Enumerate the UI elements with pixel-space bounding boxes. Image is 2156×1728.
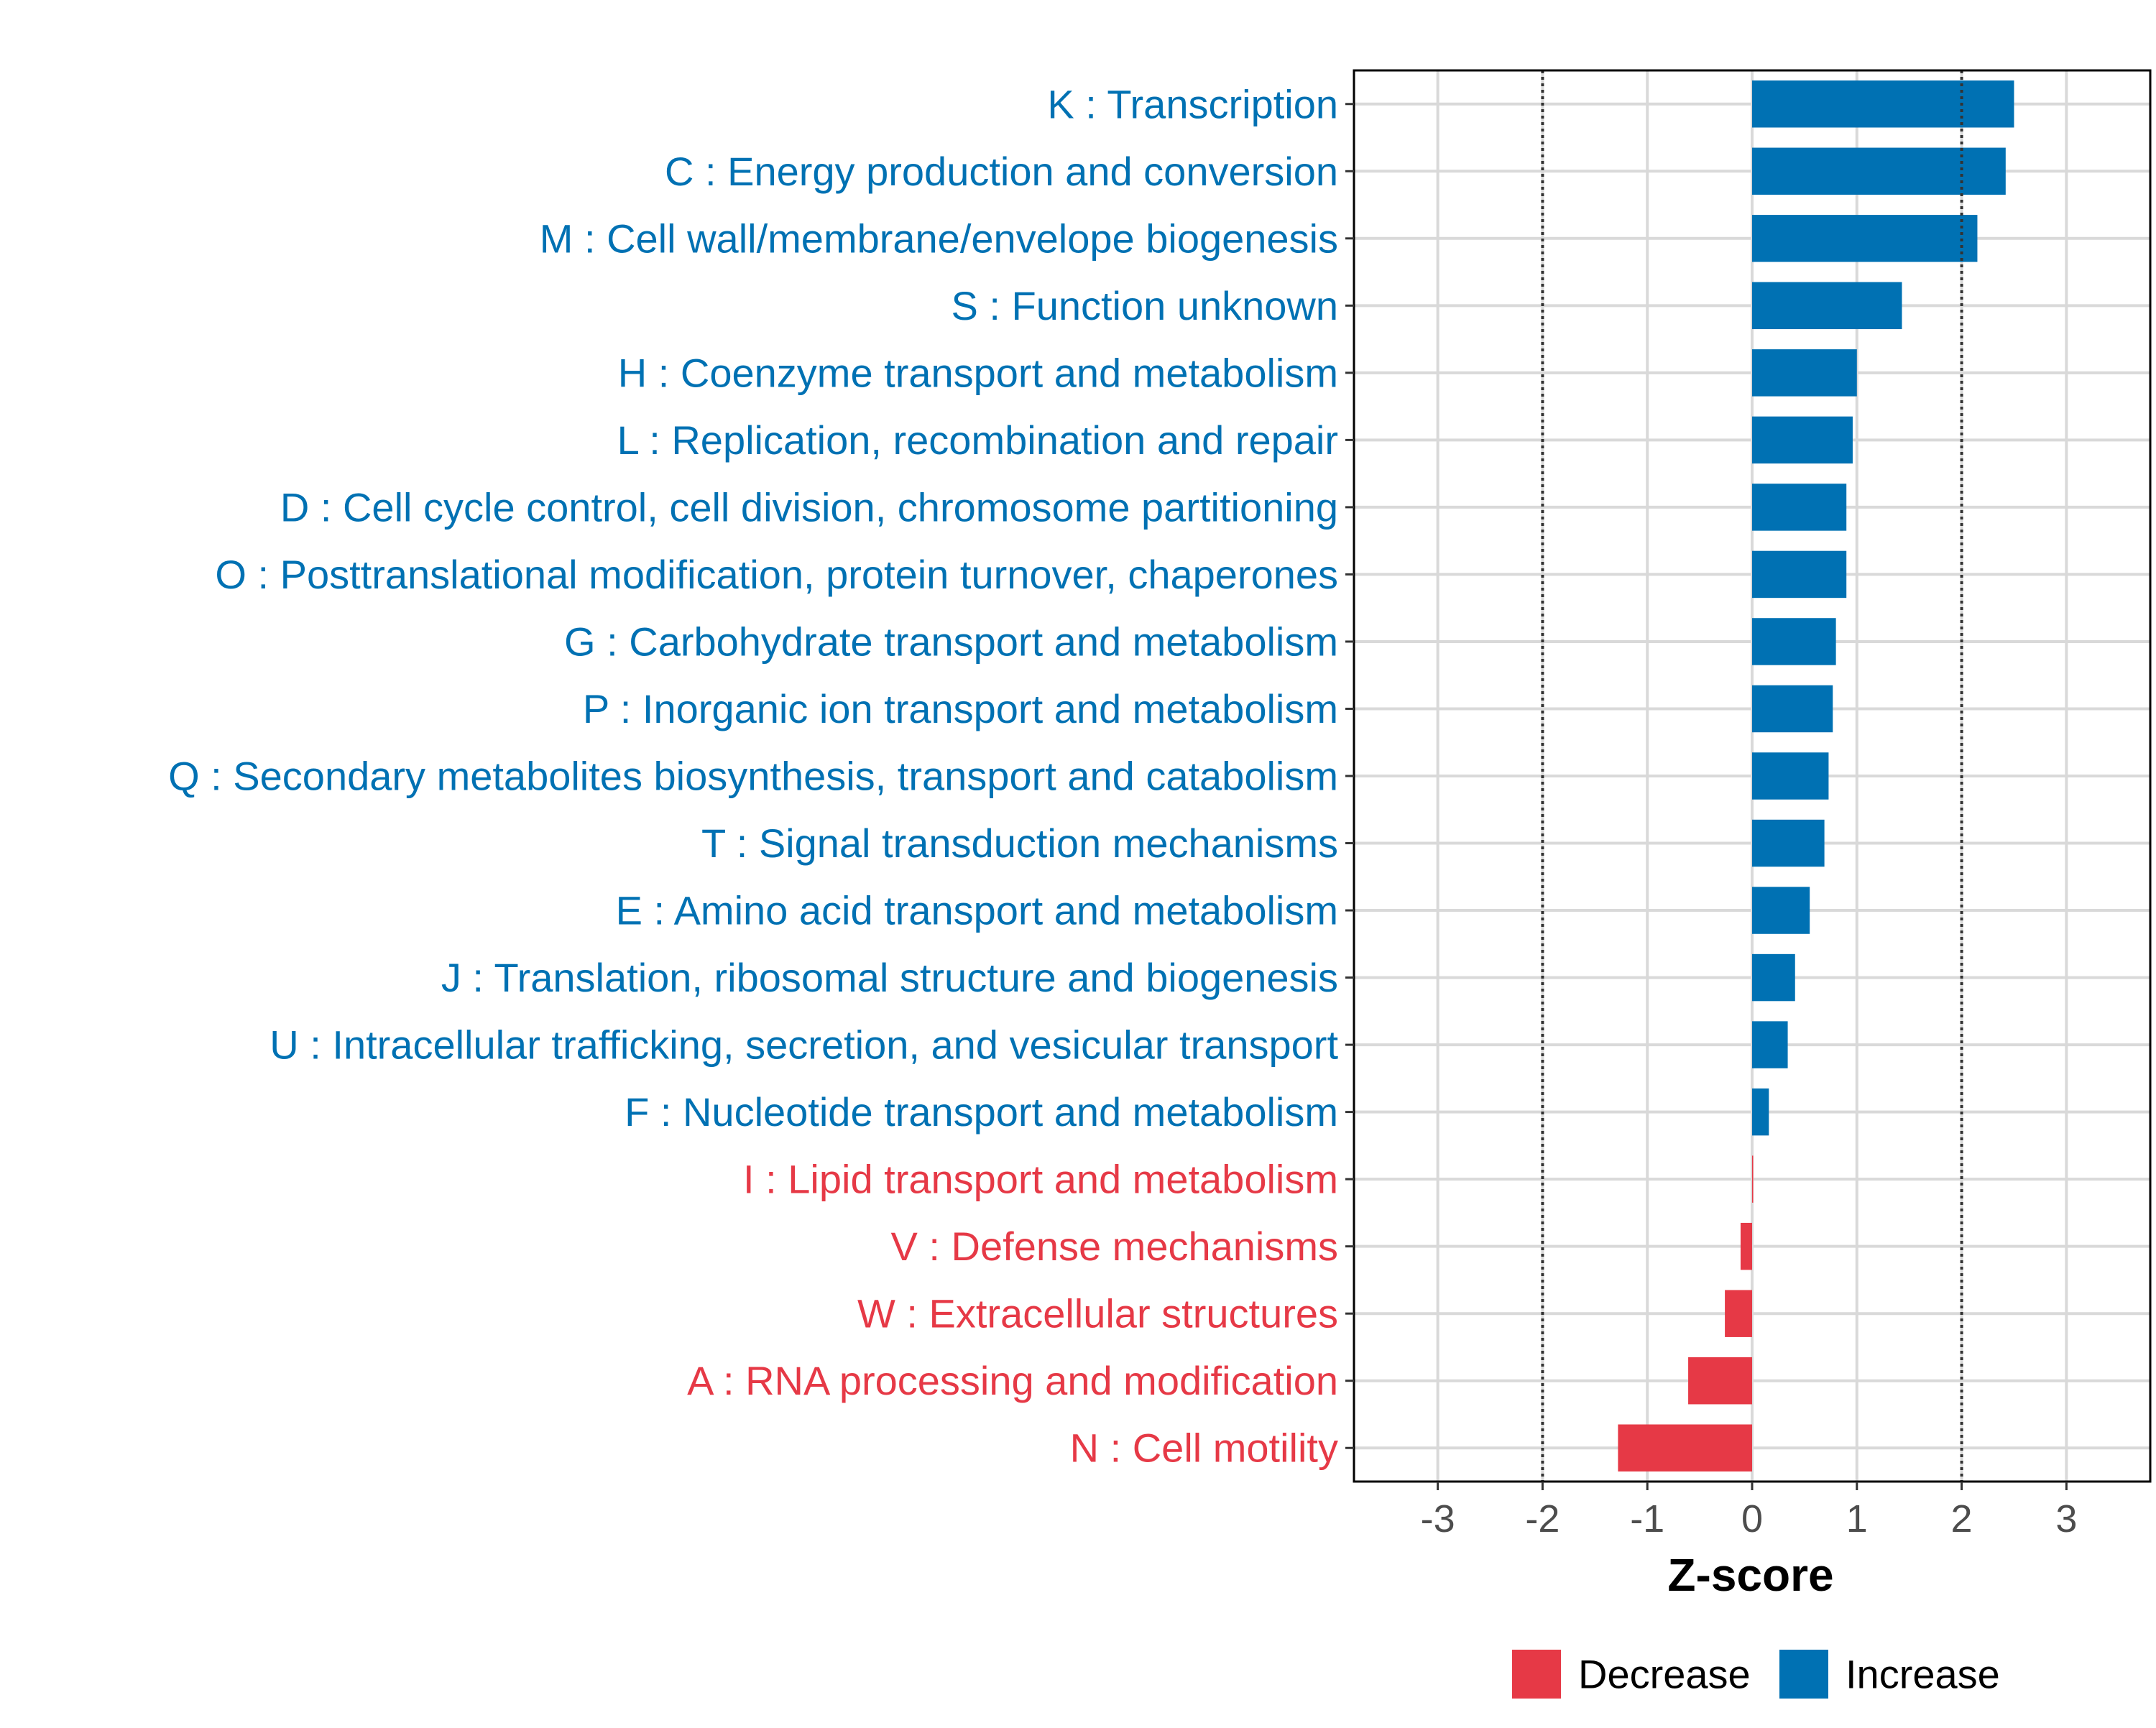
bar — [1752, 282, 1902, 330]
bar — [1752, 618, 1836, 665]
legend: Decrease Increase — [1512, 1650, 2000, 1699]
bar — [1752, 1021, 1788, 1068]
x-axis-title: Z-score — [1667, 1549, 1833, 1601]
bar — [1752, 550, 1847, 599]
y-category-label: Q : Secondary metabolites biosynthesis, … — [168, 754, 1338, 799]
legend-swatch-increase — [1779, 1650, 1828, 1699]
x-tick-label: -3 — [1421, 1497, 1455, 1540]
y-category-label: A : RNA processing and modification — [687, 1358, 1338, 1403]
x-tick-label: -2 — [1525, 1497, 1560, 1540]
x-tick-label: 1 — [1846, 1497, 1868, 1540]
y-category-label: E : Amino acid transport and metabolism — [616, 888, 1338, 933]
y-category-label: H : Coenzyme transport and metabolism — [618, 350, 1338, 395]
bar — [1752, 416, 1853, 464]
bar — [1752, 819, 1825, 867]
bar — [1752, 953, 1795, 1002]
y-category-label: L : Replication, recombination and repai… — [617, 417, 1338, 463]
y-category-label: F : Nucleotide transport and metabolism — [625, 1089, 1338, 1135]
bar — [1752, 349, 1857, 397]
y-category-label: I : Lipid transport and metabolism — [743, 1157, 1338, 1202]
y-category-label: T : Signal transduction mechanisms — [701, 821, 1338, 866]
y-category-label: U : Intracellular trafficking, secretion… — [270, 1022, 1338, 1068]
bar — [1752, 685, 1833, 733]
legend-label-decrease: Decrease — [1578, 1652, 1751, 1697]
x-tick-label: 3 — [2055, 1497, 2077, 1540]
y-category-label: W : Extracellular structures — [857, 1291, 1338, 1336]
bar — [1752, 484, 1847, 531]
bar — [1740, 1222, 1752, 1270]
y-category-label: V : Defense mechanisms — [891, 1224, 1338, 1269]
bar — [1752, 1155, 1754, 1203]
x-tick-label: 2 — [1951, 1497, 1973, 1540]
x-tick-label: -1 — [1630, 1497, 1664, 1540]
bar — [1752, 147, 2006, 195]
y-category-label: N : Cell motility — [1070, 1426, 1338, 1471]
y-category-label: O : Posttranslational modification, prot… — [215, 552, 1338, 597]
bar — [1752, 887, 1810, 934]
y-category-label: J : Translation, ribosomal structure and… — [441, 955, 1338, 1000]
bar — [1752, 1088, 1769, 1136]
bar — [1752, 215, 1978, 262]
y-category-label: G : Carbohydrate transport and metabolis… — [564, 619, 1338, 664]
bar — [1618, 1424, 1752, 1471]
y-category-label: C : Energy production and conversion — [665, 149, 1338, 194]
y-category-label: D : Cell cycle control, cell division, c… — [280, 484, 1338, 530]
y-category-label: K : Transcription — [1047, 81, 1338, 126]
y-category-label: S : Function unknown — [951, 283, 1338, 328]
y-category-label: P : Inorganic ion transport and metaboli… — [583, 686, 1338, 731]
bar — [1752, 80, 2014, 128]
x-tick-label: 0 — [1741, 1497, 1763, 1540]
y-category-label: M : Cell wall/membrane/envelope biogenes… — [540, 216, 1338, 261]
legend-label-increase: Increase — [1846, 1652, 2000, 1697]
bar — [1725, 1290, 1752, 1337]
legend-swatch-decrease — [1512, 1650, 1561, 1699]
bar — [1752, 752, 1829, 800]
bar — [1688, 1357, 1752, 1405]
